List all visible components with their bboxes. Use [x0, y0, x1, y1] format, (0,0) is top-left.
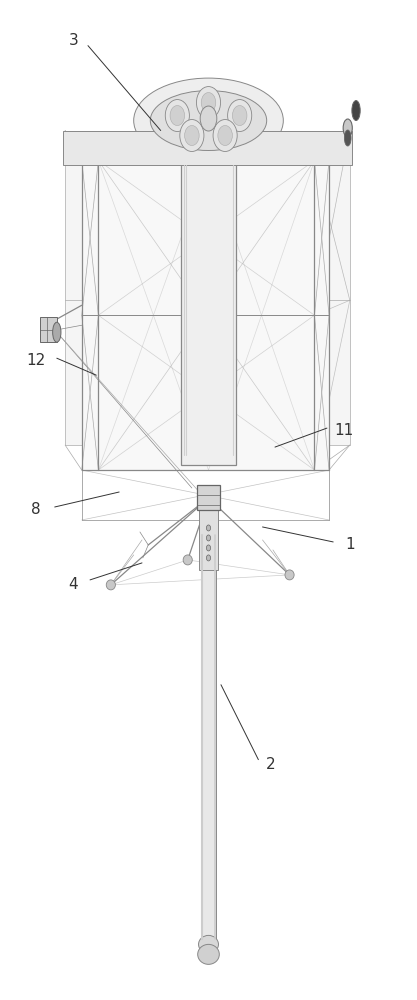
- Ellipse shape: [150, 91, 267, 150]
- FancyBboxPatch shape: [181, 155, 236, 465]
- Ellipse shape: [218, 126, 232, 145]
- Ellipse shape: [200, 106, 217, 131]
- Text: 1: 1: [345, 537, 354, 552]
- Ellipse shape: [180, 120, 204, 151]
- Ellipse shape: [196, 87, 221, 119]
- Circle shape: [352, 101, 360, 121]
- Text: 4: 4: [69, 577, 78, 592]
- Circle shape: [53, 322, 61, 342]
- Text: 11: 11: [334, 423, 353, 438]
- Text: 12: 12: [26, 353, 45, 368]
- Ellipse shape: [134, 78, 283, 163]
- Ellipse shape: [285, 570, 294, 580]
- FancyBboxPatch shape: [199, 510, 218, 570]
- Ellipse shape: [185, 126, 199, 145]
- Circle shape: [344, 130, 351, 146]
- FancyBboxPatch shape: [63, 131, 352, 165]
- FancyBboxPatch shape: [82, 160, 329, 470]
- FancyBboxPatch shape: [40, 317, 57, 342]
- Text: 2: 2: [266, 757, 276, 772]
- Ellipse shape: [170, 106, 185, 126]
- FancyBboxPatch shape: [197, 485, 220, 510]
- Ellipse shape: [206, 535, 211, 541]
- Ellipse shape: [198, 935, 219, 953]
- Text: 3: 3: [68, 33, 78, 48]
- Ellipse shape: [343, 119, 352, 137]
- Text: 8: 8: [31, 502, 41, 517]
- Ellipse shape: [165, 100, 189, 132]
- Ellipse shape: [228, 100, 252, 132]
- Ellipse shape: [198, 944, 219, 964]
- Ellipse shape: [232, 106, 247, 126]
- Ellipse shape: [106, 580, 116, 590]
- Ellipse shape: [206, 555, 211, 561]
- FancyBboxPatch shape: [65, 131, 350, 445]
- FancyBboxPatch shape: [201, 530, 216, 944]
- Ellipse shape: [213, 120, 237, 151]
- Ellipse shape: [206, 545, 211, 551]
- Ellipse shape: [206, 525, 211, 531]
- Ellipse shape: [201, 93, 216, 113]
- Ellipse shape: [183, 555, 192, 565]
